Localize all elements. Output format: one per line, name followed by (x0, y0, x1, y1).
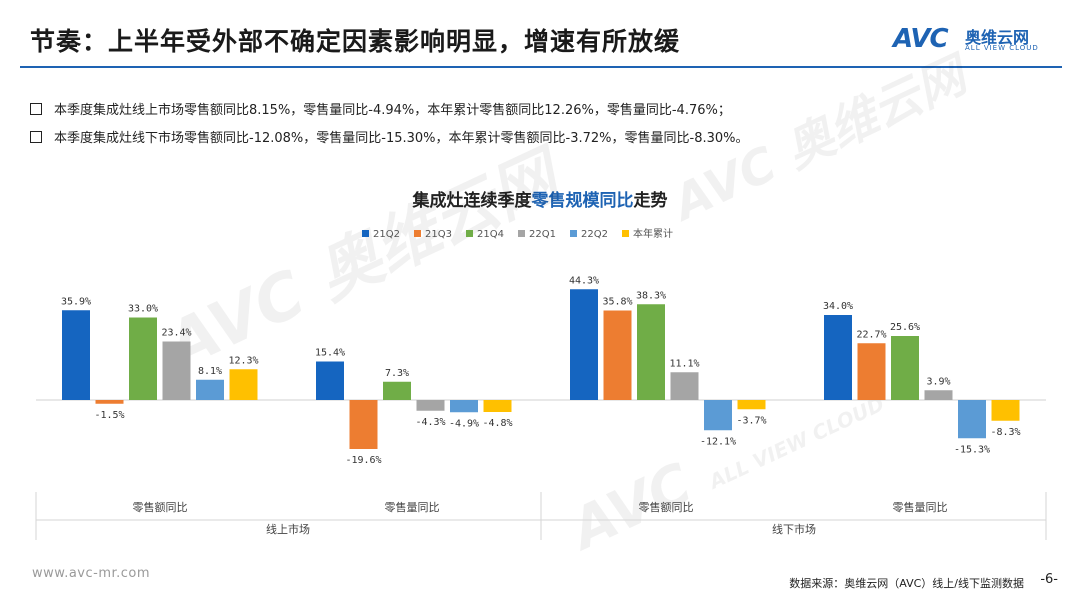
data-label: -4.9% (449, 418, 479, 429)
bar (857, 343, 886, 400)
category-label: 零售额同比 (133, 500, 188, 514)
bar-chart: 21Q2 21Q3 21Q4 22Q1 22Q2 本年累计35.9%15.4%44.3%3… (35, 227, 1047, 540)
bar (924, 390, 953, 400)
legend-swatch (518, 230, 525, 237)
legend-label: 22Q2 (581, 229, 608, 240)
data-source-note: 数据来源：奥维云网（AVC）线上/线下监测数据 (789, 577, 1024, 590)
legend-label: 本年累计 (633, 227, 673, 240)
header-divider (20, 66, 1062, 68)
bar (383, 381, 411, 400)
bar (129, 317, 157, 400)
legend-swatch (570, 230, 577, 237)
data-label: 34.0% (823, 301, 853, 312)
data-label: 8.1% (198, 366, 222, 377)
chart-title: 集成灶连续季度零售规模同比走势 (0, 186, 1080, 211)
bar (416, 400, 445, 411)
data-label: -4.8% (482, 418, 512, 429)
data-label: 3.9% (926, 376, 950, 387)
watermark-mark: AVC (665, 135, 786, 232)
legend-swatch (362, 230, 369, 237)
bar (316, 361, 344, 400)
data-label: -4.3% (415, 417, 445, 428)
legend-label: 21Q2 (373, 229, 400, 240)
logo-chinese-name: 奥维云网 (965, 28, 1030, 47)
data-label: 33.0% (128, 304, 158, 315)
data-label: -12.1% (700, 436, 736, 447)
bar (95, 400, 124, 404)
bar (991, 400, 1020, 421)
chart-title-part1: 集成灶连续季度 (412, 191, 532, 211)
data-label: 15.4% (315, 348, 345, 359)
group-label: 线上市场 (266, 522, 310, 536)
data-label: -19.6% (345, 455, 381, 466)
bar (162, 341, 191, 400)
chart-title-part3: 走势 (633, 191, 668, 211)
data-label: -15.3% (954, 444, 990, 455)
bullet-square-icon (30, 131, 42, 143)
bar (958, 400, 986, 439)
page-number: -6- (1040, 572, 1058, 587)
bar (450, 400, 478, 413)
bullet-square-icon (30, 103, 42, 115)
bar (349, 400, 378, 449)
bar (824, 315, 852, 400)
bar (704, 400, 732, 431)
legend-swatch (622, 230, 629, 237)
data-label: -8.3% (990, 427, 1020, 438)
bar (229, 369, 258, 400)
data-label: 23.4% (161, 328, 191, 339)
data-label: 12.3% (228, 355, 258, 366)
bullet-offline: 本季度集成灶线下市场零售额同比-12.08%，零售量同比-15.30%，本年累计… (30, 127, 749, 146)
data-label: 7.3% (385, 368, 409, 379)
data-label: 11.1% (669, 358, 699, 369)
legend-label: 22Q1 (529, 229, 556, 240)
legend-label: 21Q3 (425, 229, 452, 240)
bar (570, 289, 598, 400)
legend-swatch (466, 230, 473, 237)
data-label: 25.6% (890, 322, 920, 333)
bar (737, 400, 766, 410)
data-label: -1.5% (94, 410, 124, 421)
website-url[interactable]: www.avc-mr.com (32, 566, 151, 581)
data-label: 35.8% (602, 297, 632, 308)
bar (603, 310, 632, 400)
bar (637, 304, 665, 400)
bullet-online-text: 本季度集成灶线上市场零售额同比8.15%，零售量同比-4.94%，本年累计零售额… (54, 103, 731, 118)
category-label: 零售量同比 (893, 500, 948, 514)
bar (670, 372, 699, 400)
bullet-offline-text: 本季度集成灶线下市场零售额同比-12.08%，零售量同比-15.30%，本年累计… (54, 131, 749, 146)
data-label: 38.3% (636, 290, 666, 301)
chart-title-highlight: 零售规模同比 (531, 191, 634, 211)
bar (62, 310, 90, 400)
page-title: 节奏：上半年受外部不确定因素影响明显，增速有所放缓 (30, 27, 681, 56)
data-label: 22.7% (856, 329, 886, 340)
legend-swatch (414, 230, 421, 237)
group-label: 线下市场 (772, 522, 816, 536)
bullet-online: 本季度集成灶线上市场零售额同比8.15%，零售量同比-4.94%，本年累计零售额… (30, 99, 731, 118)
data-label: -3.7% (736, 415, 766, 426)
category-label: 零售量同比 (385, 500, 440, 514)
avc-logo: AVC 奥维云网 ALL VIEW CLOUD (893, 24, 1058, 56)
bar (483, 400, 512, 412)
bar (196, 379, 224, 400)
data-label: 44.3% (569, 275, 599, 286)
logo-english-name: ALL VIEW CLOUD (965, 44, 1039, 52)
bar (891, 336, 919, 400)
legend-label: 21Q4 (477, 229, 504, 240)
category-label: 零售额同比 (639, 500, 694, 514)
data-label: 35.9% (61, 296, 91, 307)
logo-mark: AVC (893, 24, 949, 54)
